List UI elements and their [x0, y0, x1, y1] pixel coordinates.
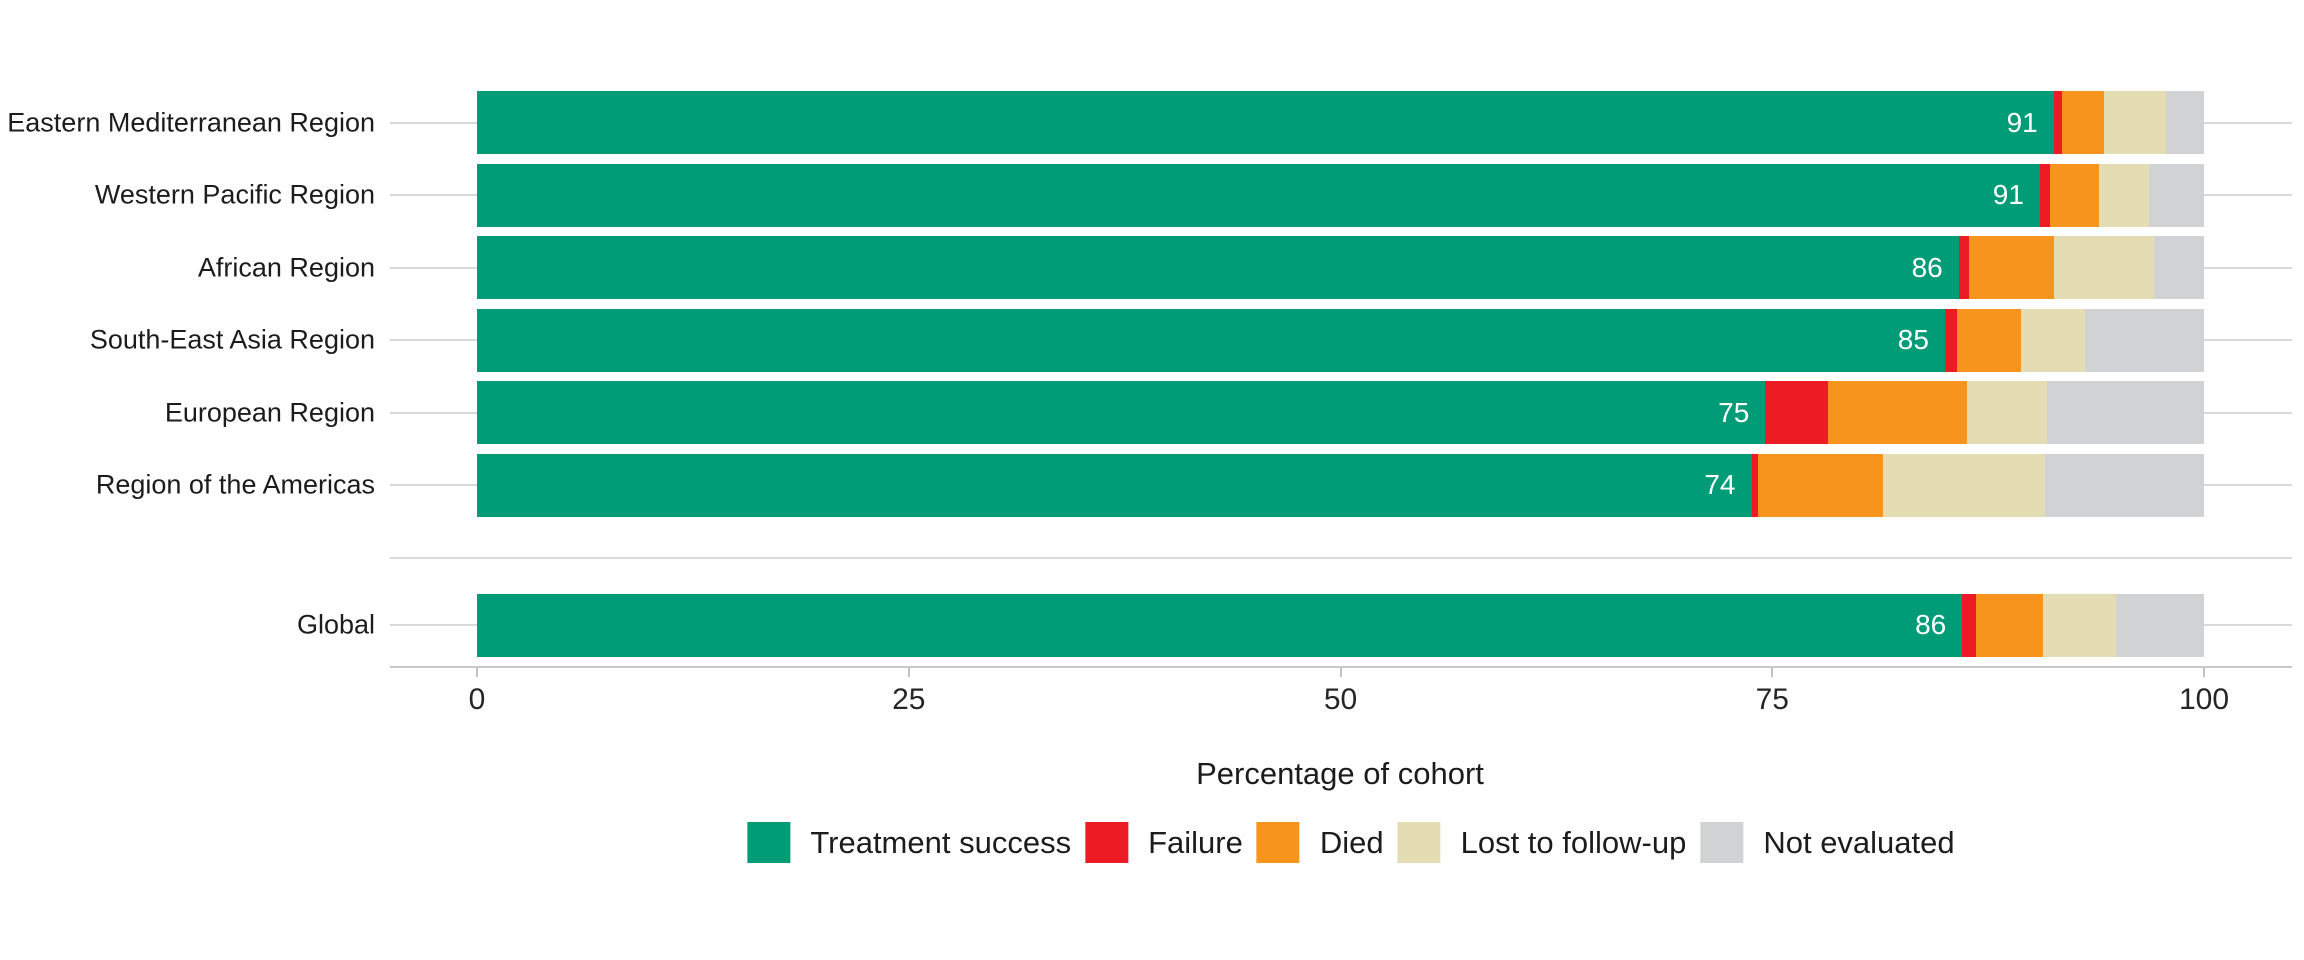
- bar-segment-treatment-success: [477, 163, 2040, 227]
- bar-segment-treatment-success: [477, 381, 1766, 444]
- chart-row: South-East Asia Region 85: [0, 308, 2304, 372]
- stacked-bar: 75: [477, 381, 2204, 444]
- chart-row: African Region 86: [0, 236, 2304, 299]
- x-axis-tick: [1339, 668, 1342, 677]
- chart-row: Eastern Mediterranean Region 91: [0, 91, 2304, 154]
- stacked-bar: 86: [477, 593, 2204, 657]
- bar-segment-not-evaluated: [2148, 163, 2204, 227]
- legend-item: Treatment success: [747, 822, 1071, 863]
- bar-segment-failure: [2053, 91, 2063, 154]
- category-label: Region of the Americas: [81, 469, 375, 501]
- x-axis-title: Percentage of cohort: [1196, 756, 1484, 791]
- legend-label: Died: [1319, 824, 1384, 860]
- x-axis-tick-label: 0: [468, 683, 486, 716]
- bar-segment-failure: [1751, 453, 1759, 517]
- legend-label: Treatment success: [810, 824, 1072, 860]
- bar-segment-died: [2050, 163, 2099, 227]
- x-axis-tick-label: 75: [1755, 683, 1789, 716]
- bar-segment-not-evaluated: [2045, 453, 2204, 517]
- spacer-row: [0, 526, 2304, 589]
- stacked-bar: 85: [477, 308, 2204, 372]
- bar-segment-died: [1827, 381, 1968, 444]
- x-axis-tick-label: 25: [892, 683, 926, 716]
- chart-row: Global 86: [0, 593, 2304, 657]
- bar-segment-died: [1957, 308, 2021, 372]
- x-axis-tick: [1771, 668, 1774, 677]
- x-axis-tick-label: 100: [2178, 683, 2230, 716]
- category-label: Western Pacific Region: [80, 179, 375, 211]
- x-axis-tick: [476, 668, 478, 677]
- chart-row: European Region 75: [0, 381, 2304, 444]
- bar-segment-lost-to-follow-up: [1967, 381, 2047, 444]
- bar-segment-failure: [1958, 236, 1970, 299]
- legend-label: Not evaluated: [1763, 824, 1955, 860]
- gridline: [390, 556, 2292, 559]
- bar-segment-lost-to-follow-up: [2103, 91, 2166, 154]
- legend-item: Not evaluated: [1700, 822, 1955, 863]
- stacked-bar: 86: [477, 236, 2204, 299]
- bar-segment-failure: [2039, 163, 2051, 227]
- bar-segment-treatment-success: [477, 236, 1959, 299]
- x-axis-line: [390, 666, 2292, 668]
- bar-segment-not-evaluated: [2084, 308, 2204, 372]
- legend-label: Lost to follow-up: [1460, 824, 1687, 860]
- stacked-bar: 91: [477, 163, 2204, 227]
- bar-segment-lost-to-follow-up: [2053, 236, 2154, 299]
- bar-segment-failure: [1944, 308, 1958, 372]
- legend-swatch: [747, 822, 791, 863]
- bar-segment-treatment-success: [477, 308, 1945, 372]
- legend-swatch: [1397, 822, 1441, 863]
- stacked-bar: 91: [477, 91, 2204, 154]
- category-label: South-East Asia Region: [75, 324, 375, 356]
- x-axis-tick-label: 50: [1323, 683, 1358, 716]
- bar-segment-died: [1969, 236, 2054, 299]
- bar-segment-failure: [1962, 593, 1977, 657]
- bar-segment-not-evaluated: [2046, 381, 2204, 444]
- bar-segment-treatment-success: [477, 453, 1752, 517]
- legend-label: Failure: [1148, 824, 1243, 860]
- category-label: African Region: [183, 252, 375, 283]
- bar-segment-died: [1758, 453, 1883, 517]
- bar-segment-not-evaluated: [2153, 236, 2204, 299]
- category-label: Eastern Mediterranean Region: [0, 107, 375, 138]
- bar-segment-not-evaluated: [2115, 593, 2204, 657]
- bar-segment-treatment-success: [477, 593, 1963, 657]
- bar-segment-lost-to-follow-up: [2098, 163, 2149, 227]
- chart-row: Western Pacific Region 91: [0, 163, 2304, 227]
- bar-segment-not-evaluated: [2165, 91, 2204, 154]
- stacked-bar: 74: [477, 453, 2204, 517]
- bar-segment-died: [2062, 91, 2104, 154]
- bar-segment-treatment-success: [477, 91, 2054, 154]
- bar-segment-lost-to-follow-up: [2043, 593, 2116, 657]
- category-label: Global: [282, 609, 375, 641]
- x-axis-tick: [907, 668, 910, 677]
- bar-segment-lost-to-follow-up: [1882, 453, 2046, 517]
- legend-swatch: [1085, 822, 1129, 863]
- x-axis-tick: [2203, 668, 2205, 677]
- bar-segment-died: [1976, 593, 2044, 657]
- legend-item: Failure: [1085, 822, 1243, 863]
- chart-row: Region of the Americas 74: [0, 453, 2304, 517]
- bar-segment-lost-to-follow-up: [2020, 308, 2085, 372]
- legend-swatch: [1700, 822, 1744, 863]
- legend-item: Died: [1256, 822, 1384, 863]
- category-label: European Region: [150, 397, 375, 428]
- legend: Treatment success Failure Died Lost to foll…: [747, 822, 1955, 863]
- bar-segment-failure: [1765, 381, 1828, 444]
- legend-swatch: [1256, 822, 1300, 863]
- legend-item: Lost to follow-up: [1397, 822, 1687, 863]
